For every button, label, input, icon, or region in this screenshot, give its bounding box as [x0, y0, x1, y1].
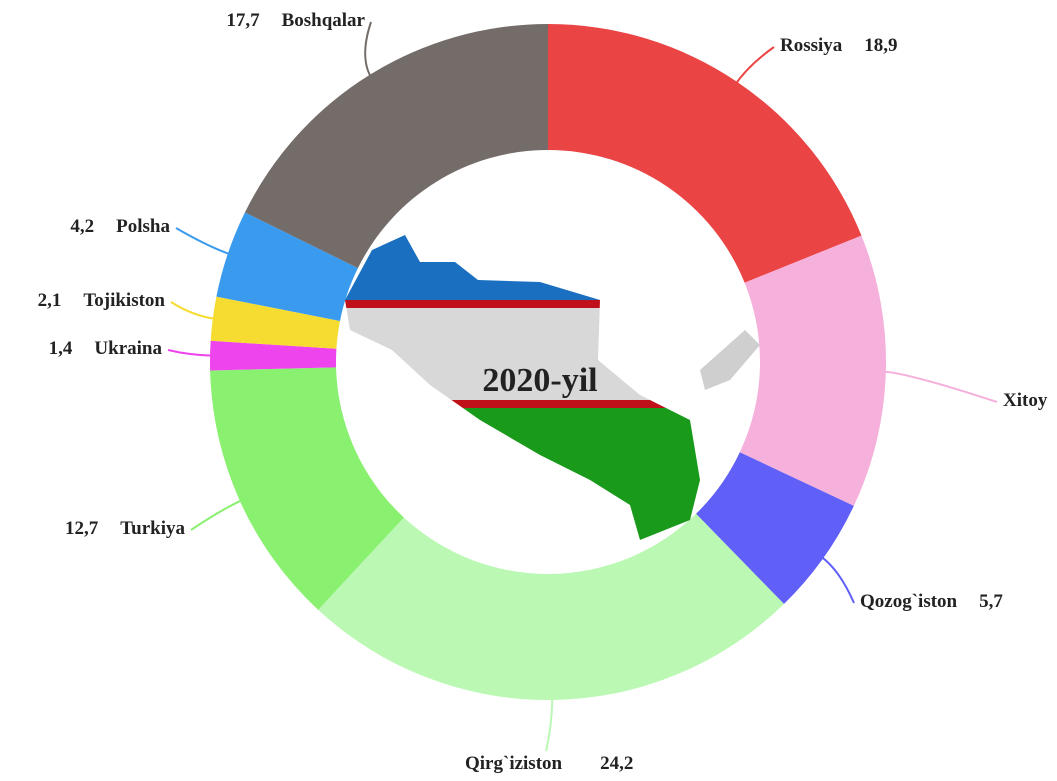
category-label: Rossiya	[780, 35, 843, 56]
data-label: Qirg`iziston 24,2	[465, 753, 633, 774]
leader-line	[819, 554, 855, 604]
data-label: 17,7 Boshqalar	[226, 10, 365, 31]
category-label: Polsha	[116, 216, 170, 237]
category-label: Qirg`iziston	[465, 753, 563, 774]
donut-segment	[210, 367, 404, 610]
leader-line	[734, 46, 775, 86]
leader-line	[190, 498, 245, 531]
category-label: Qozog`iston	[860, 591, 958, 612]
center-label: 2020-yil	[482, 362, 597, 399]
data-label: 1,4 Ukraina	[49, 338, 163, 359]
leader-line	[364, 21, 373, 79]
donut-segment	[696, 452, 854, 604]
value-label: 4,2	[70, 216, 94, 237]
donut-segment	[318, 513, 784, 701]
category-label: Ukraina	[94, 338, 162, 359]
leader-line	[545, 695, 554, 752]
category-label: Turkiya	[120, 518, 185, 539]
value-label: 17,7	[226, 10, 260, 31]
data-label: 2,1 Tojikiston	[38, 290, 166, 311]
category-label: Boshqalar	[282, 10, 366, 31]
donut-segment	[210, 296, 341, 349]
donut-segment	[739, 235, 886, 506]
data-label: 12,7 Turkiya	[65, 518, 186, 539]
donut-segment	[216, 212, 358, 321]
value-label: 12,7	[65, 518, 99, 539]
donut-segment	[244, 24, 548, 269]
value-label: 18,9	[864, 35, 897, 56]
category-label: Tojikiston	[83, 290, 165, 311]
value-label: 2,1	[38, 290, 62, 311]
category-label: Xitoy	[1003, 390, 1048, 411]
leader-line	[167, 349, 215, 357]
data-label: Qozog`iston 5,7	[860, 591, 1003, 612]
value-label: 24,2	[600, 753, 633, 774]
leader-line	[175, 227, 232, 256]
map-piece	[700, 330, 760, 390]
donut-segment	[210, 340, 337, 371]
leader-line	[170, 301, 217, 321]
value-label: 5,7	[979, 591, 1003, 612]
data-label: 4,2 Polsha	[70, 216, 170, 237]
donut-segment	[548, 24, 862, 283]
leader-line	[881, 370, 998, 403]
value-label: 1,4	[49, 338, 73, 359]
data-label: Xitoy13,1	[1003, 390, 1057, 411]
data-label: Rossiya 18,9	[780, 35, 898, 56]
